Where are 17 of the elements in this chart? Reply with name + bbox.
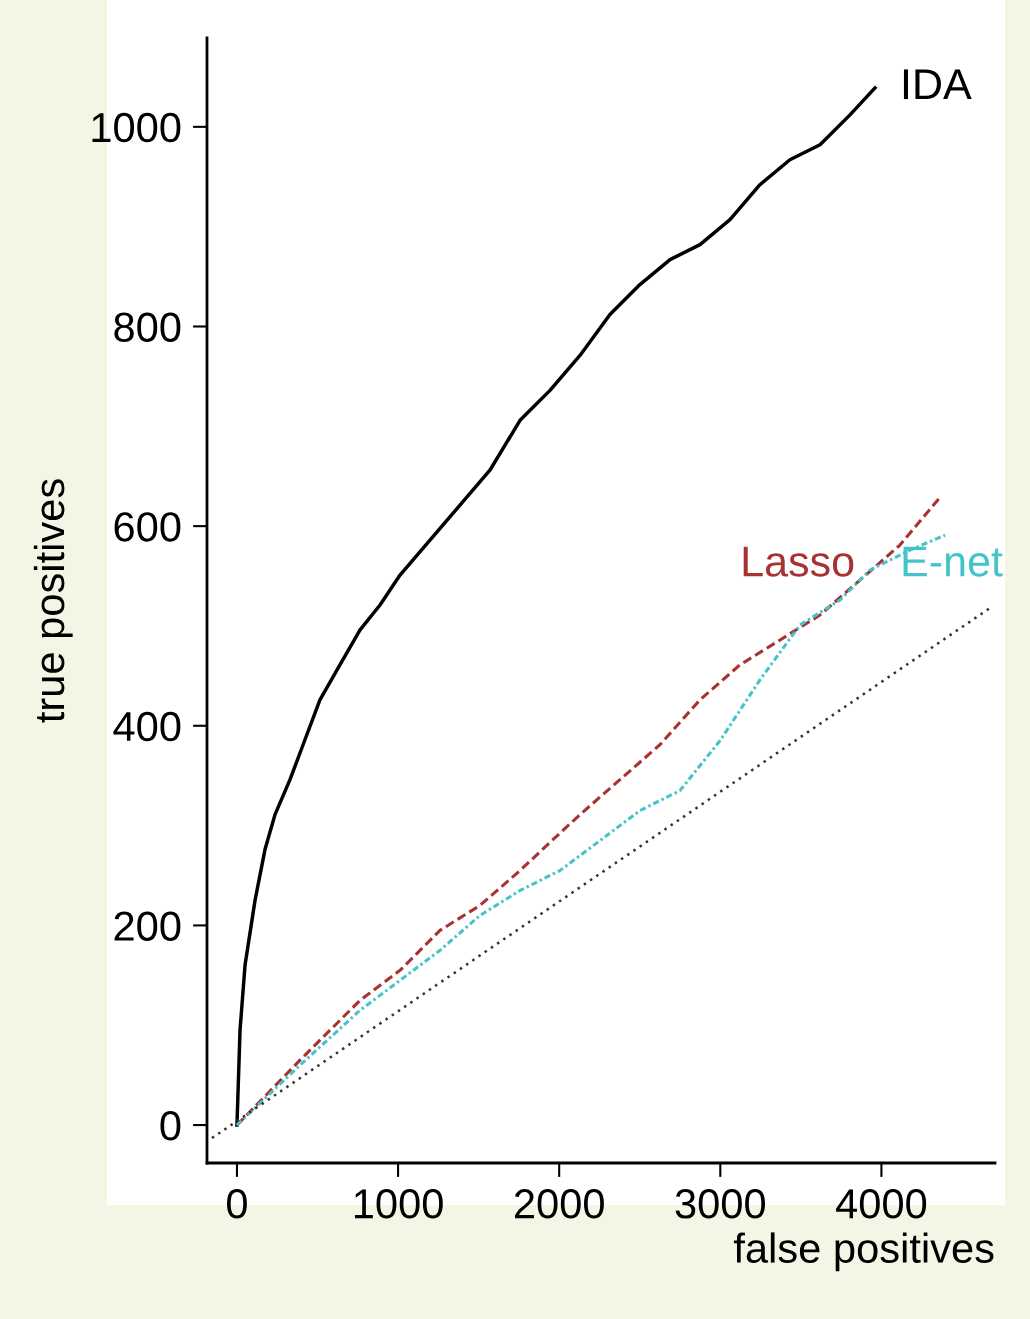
x-tick-label: 3000: [675, 1189, 766, 1219]
x-tick-label: 1000: [354, 1189, 443, 1219]
y-tick-label: 0: [160, 1111, 181, 1141]
x-tick-label: 0: [227, 1189, 247, 1219]
line-series: [235, 86, 877, 1127]
x-axis-title: false positives: [733, 1232, 994, 1272]
series-label: Lasso: [743, 546, 854, 577]
x-tick-label: 2000: [514, 1189, 604, 1219]
y-axis-title: true positives: [33, 479, 73, 723]
y-tick-label: 200: [114, 911, 181, 941]
series-label: IDA: [903, 69, 972, 100]
y-tick-label: 1000: [92, 112, 181, 143]
y-tick-label: 800: [114, 312, 181, 342]
x-tick-label: 4000: [836, 1189, 927, 1219]
series-label: E-net: [903, 546, 1003, 577]
y-tick-label: 400: [113, 711, 181, 742]
y-tick-label: 600: [114, 512, 181, 542]
